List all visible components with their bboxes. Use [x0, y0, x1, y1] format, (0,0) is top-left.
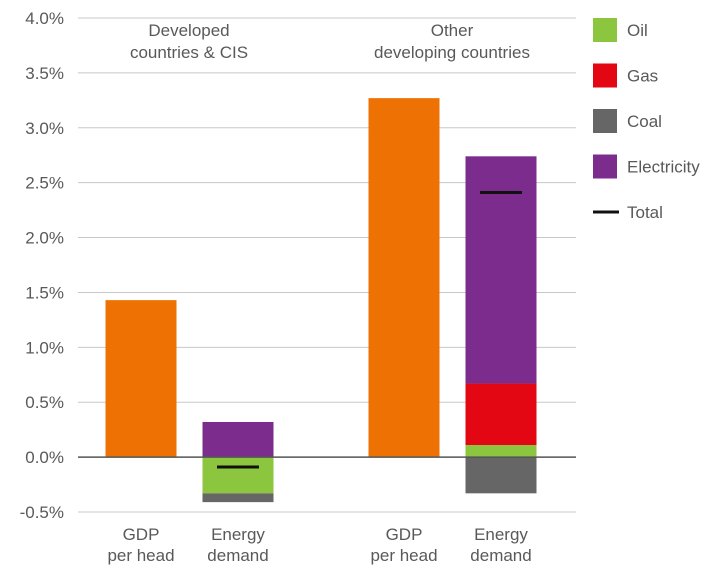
- bar-segment-oil: [465, 445, 537, 458]
- y-tick-label: 3.5%: [25, 64, 64, 83]
- y-tick-label: 1.5%: [25, 283, 64, 302]
- bar-gdp-per-head: [368, 98, 440, 458]
- x-category-label: GDP: [123, 525, 160, 544]
- group-label: Developed: [148, 21, 229, 40]
- bars: [78, 98, 576, 503]
- group-label: countries & CIS: [130, 43, 248, 62]
- legend: Oil Gas Coal Electricity Total: [593, 18, 700, 222]
- bar-gdp-per-head: [105, 300, 177, 458]
- y-axis: 4.0% 3.5% 3.0% 2.5% 2.0% 1.5% 1.0% 0.5% 0.0% -0.5…: [20, 9, 64, 522]
- legend-swatch-coal: [593, 109, 617, 133]
- legend-label-gas: Gas: [627, 67, 658, 86]
- x-category-label: demand: [207, 546, 268, 565]
- bar-segment-coal: [465, 457, 537, 494]
- group-label: developing countries: [374, 43, 530, 62]
- y-tick-label: 2.5%: [25, 174, 64, 193]
- y-tick-label: -0.5%: [20, 503, 64, 522]
- x-category-label: per head: [370, 546, 437, 565]
- legend-label-oil: Oil: [627, 21, 648, 40]
- x-category-label: Energy: [211, 525, 265, 544]
- x-category-label: Energy: [474, 525, 528, 544]
- legend-label-electricity: Electricity: [627, 158, 700, 177]
- bar-segment-electricity: [465, 156, 537, 384]
- bar-segment-coal: [202, 493, 274, 503]
- legend-label-total: Total: [627, 203, 663, 222]
- legend-swatch-oil: [593, 18, 617, 42]
- legend-swatch-electricity: [593, 154, 617, 179]
- legend-swatch-gas: [593, 63, 617, 88]
- y-tick-label: 0.0%: [25, 448, 64, 467]
- y-tick-label: 3.0%: [25, 119, 64, 138]
- bar-segment-oil: [202, 457, 274, 494]
- category-labels: Developed countries & CIS GDP per head Energ…: [107, 21, 531, 565]
- y-tick-label: 1.0%: [25, 338, 64, 357]
- y-tick-label: 0.5%: [25, 393, 64, 412]
- y-tick-label: 2.0%: [25, 229, 64, 248]
- bar-segment-gas: [465, 383, 537, 446]
- group-label: Other: [431, 21, 474, 40]
- x-category-label: demand: [470, 546, 531, 565]
- legend-label-coal: Coal: [627, 112, 662, 131]
- bar-segment-electricity: [202, 421, 274, 458]
- x-category-label: GDP: [386, 525, 423, 544]
- y-tick-label: 4.0%: [25, 9, 64, 28]
- x-category-label: per head: [107, 546, 174, 565]
